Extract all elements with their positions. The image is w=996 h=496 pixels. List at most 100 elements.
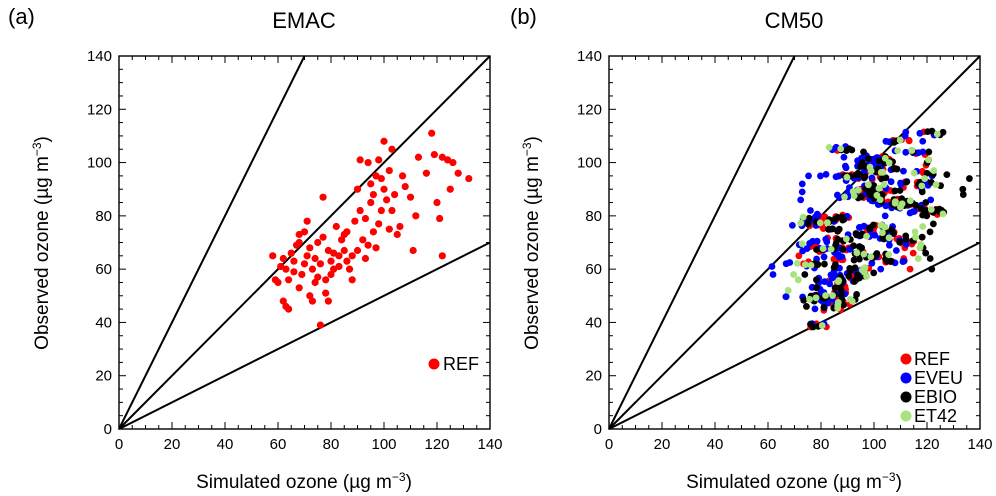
data-point-et42: [790, 271, 797, 278]
data-point-ref: [287, 249, 295, 257]
data-point-eveu: [927, 196, 935, 204]
data-point-et42: [875, 184, 883, 192]
data-point-et42: [873, 191, 881, 199]
data-point-eveu: [900, 167, 907, 175]
data-point-ref: [295, 284, 303, 292]
data-point-et42: [896, 136, 904, 144]
data-point-ref: [316, 321, 324, 329]
data-point-ref: [795, 252, 803, 260]
data-point-eveu: [871, 231, 879, 239]
data-point-eveu: [811, 305, 819, 313]
legend-marker-eveu: [900, 372, 912, 384]
data-point-et42: [939, 210, 947, 218]
data-point-ebio: [838, 291, 845, 299]
data-point-ref: [377, 206, 385, 215]
data-point-ref: [361, 214, 370, 223]
data-point-et42: [885, 251, 893, 258]
data-point-ebio: [896, 238, 904, 246]
legend-label-eveu: EVEU: [914, 368, 963, 388]
data-point-ref: [285, 305, 293, 313]
panel-a-ticks: 00 20 20 40 40 60 60 80 80 100 100 120 120 140 140: [87, 48, 503, 453]
data-point-ref: [343, 228, 351, 236]
data-point-et42: [925, 156, 932, 164]
data-point-ebio: [864, 155, 872, 163]
data-point-eveu: [821, 278, 828, 286]
x-tick-label: 140: [967, 436, 992, 453]
data-point-ref: [396, 222, 404, 231]
data-point-ebio: [855, 255, 863, 263]
data-point-et42: [842, 235, 850, 243]
data-point-ref: [428, 129, 436, 137]
data-point-ebio: [926, 228, 934, 236]
data-point-et42: [825, 144, 833, 151]
data-point-eveu: [877, 265, 885, 273]
data-point-ref: [311, 254, 319, 263]
data-point-ebio: [902, 178, 910, 186]
legend-marker-ref: [900, 353, 912, 365]
data-point-ebio: [870, 182, 878, 189]
x-tick-label: 40: [707, 436, 724, 453]
data-point-ref: [398, 172, 407, 180]
data-point-ebio: [854, 169, 862, 177]
data-point-ref: [298, 270, 306, 279]
data-point-ref: [361, 254, 370, 263]
data-point-et42: [843, 173, 851, 181]
x-tick-label: 20: [654, 436, 671, 453]
data-point-ebio: [803, 303, 810, 310]
data-point-et42: [908, 147, 916, 154]
y-tick-label: 80: [95, 208, 112, 225]
data-point-ref: [364, 241, 372, 249]
data-point-ref: [364, 158, 372, 167]
panel-a-reference-lines: [118, 55, 491, 430]
data-point-et42: [841, 193, 848, 201]
data-point-eveu: [823, 238, 831, 246]
data-point-eveu: [805, 172, 812, 180]
data-point-eveu: [860, 222, 868, 230]
data-point-ref: [356, 156, 364, 164]
data-point-ebio: [834, 213, 842, 221]
data-point-ebio: [845, 272, 853, 280]
data-point-eveu: [822, 170, 830, 178]
data-point-ref: [372, 244, 380, 252]
data-point-ref: [308, 297, 317, 305]
data-point-ebio: [925, 148, 933, 156]
data-point-eveu: [892, 247, 900, 254]
y-tick-label: 40: [585, 314, 602, 331]
reference-line-slope-1: [608, 55, 981, 430]
y-tick-label: 120: [577, 101, 602, 118]
data-point-ebio: [873, 250, 881, 257]
data-point-et42: [912, 233, 919, 241]
data-point-ref: [909, 249, 917, 257]
panel-cm50: (b) CM50 00 20 20 40 40 60 60 80 80 100 100 120 120 1…: [510, 4, 993, 493]
data-point-et42: [867, 253, 875, 261]
data-point-ref: [274, 278, 282, 287]
data-point-et42: [807, 261, 815, 269]
y-tick-label: 100: [87, 155, 112, 172]
panel-b-ticks: 00 20 20 40 40 60 60 80 80 100 100 120 120 140 140: [577, 48, 993, 453]
data-point-et42: [930, 167, 938, 174]
reference-line-slope-2: [118, 55, 306, 430]
data-point-ebio: [922, 207, 930, 214]
data-point-eveu: [769, 271, 777, 278]
data-point-ebio: [860, 148, 867, 156]
data-point-et42: [880, 181, 888, 188]
x-tick-label: 0: [605, 436, 613, 453]
data-point-eveu: [798, 180, 806, 188]
data-point-et42: [916, 244, 924, 252]
data-point-ref: [335, 262, 343, 271]
data-point-et42: [866, 163, 874, 171]
data-point-ebio: [890, 138, 898, 146]
data-point-ref: [359, 236, 367, 244]
x-tick-label: 120: [424, 436, 449, 453]
data-point-et42: [864, 181, 872, 189]
legend-label-ebio: EBIO: [914, 387, 957, 407]
data-point-et42: [858, 266, 866, 274]
data-point-ref: [343, 257, 351, 265]
data-point-ebio: [870, 269, 878, 277]
data-point-ebio: [902, 232, 910, 240]
data-point-et42: [834, 298, 842, 306]
data-point-ref: [327, 270, 335, 279]
data-point-ref: [322, 276, 330, 284]
